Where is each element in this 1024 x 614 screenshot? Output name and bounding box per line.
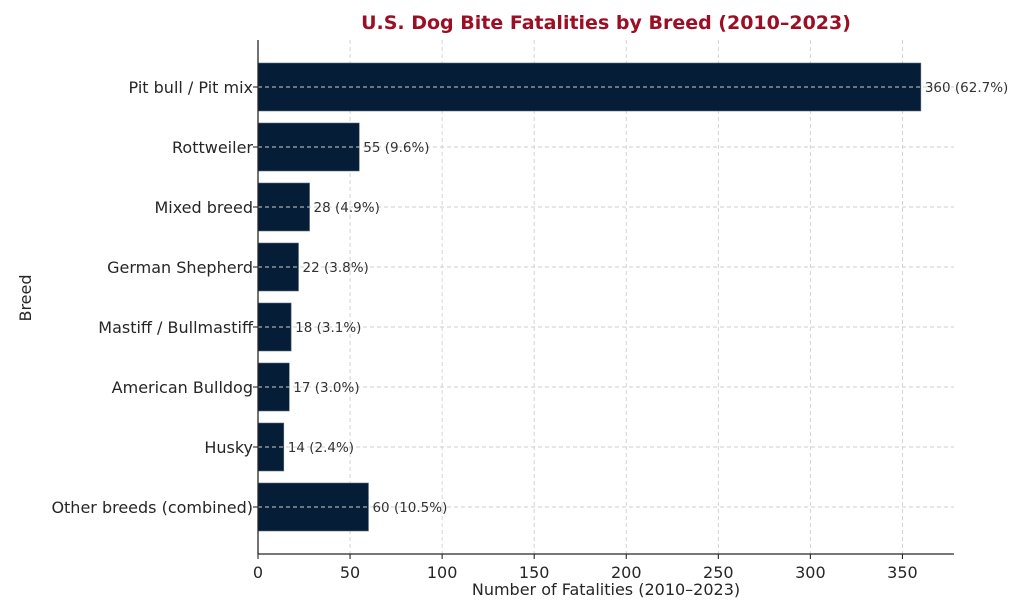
data-label: 22 (3.8%): [303, 260, 369, 276]
chart-title: U.S. Dog Bite Fatalities by Breed (2010–…: [361, 12, 851, 34]
data-label: 18 (3.1%): [295, 320, 361, 336]
bar: [257, 242, 299, 292]
x-tick-label: 100: [427, 563, 458, 582]
data-label: 28 (4.9%): [314, 200, 380, 216]
x-tick-label: 250: [703, 563, 734, 582]
data-label: 14 (2.4%): [288, 440, 354, 456]
x-tick-label: 200: [611, 563, 642, 582]
grid-layer: [349, 40, 903, 554]
x-axis-label: Number of Fatalities (2010–2023): [472, 580, 740, 599]
horizontal-grid-layer: [258, 86, 954, 508]
y-tick-label: Mastiff / Bullmastiff: [98, 318, 254, 337]
x-tick-label: 50: [340, 563, 360, 582]
y-tick-label: Other breeds (combined): [51, 498, 253, 517]
bars-layer: [257, 62, 922, 532]
x-tick-label: 150: [519, 563, 550, 582]
x-tick-label: 300: [795, 563, 826, 582]
data-label: 360 (62.7%): [925, 80, 1008, 96]
data-label: 60 (10.5%): [372, 500, 447, 516]
data-label: 55 (9.6%): [363, 140, 429, 156]
data-label: 17 (3.0%): [293, 380, 359, 396]
data-labels-layer: 360 (62.7%) 55 (9.6%) 28 (4.9%) 22 (3.8%) 18…: [288, 80, 1009, 516]
y-tick-label: Husky: [204, 438, 253, 457]
y-tick-label: German Shepherd: [107, 258, 253, 277]
x-tick-label: 350: [887, 563, 918, 582]
y-tick-label: American Bulldog: [112, 378, 253, 397]
x-tick-label: 0: [253, 563, 263, 582]
y-axis-label: Breed: [16, 274, 35, 321]
y-tick-label: Pit bull / Pit mix: [129, 78, 253, 97]
y-tick-label: Rottweiler: [172, 138, 253, 157]
y-tick-label: Mixed breed: [154, 198, 253, 217]
axes-layer: 0 50 100 150 200 250 300 350 Pit bull / Pit mix R…: [51, 40, 954, 582]
